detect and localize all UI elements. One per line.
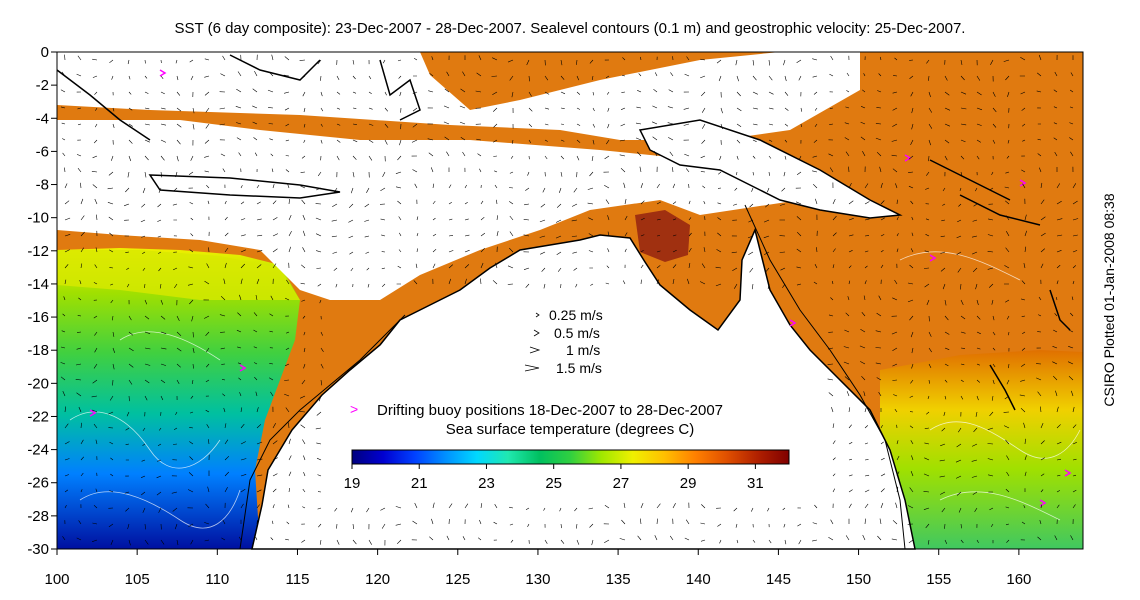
australia-landmass xyxy=(251,227,916,550)
solomon-islands xyxy=(929,159,1041,226)
buoy-legend-marker: > xyxy=(350,401,358,417)
map-title: SST (6 day composite): 23-Dec-2007 - 28-… xyxy=(174,20,966,37)
y-tick-label: -12 xyxy=(27,243,49,260)
velocity-key-label: 0.5 m/s xyxy=(554,325,600,341)
colorbar-tick-label: 29 xyxy=(680,475,697,492)
y-axis: 0 -2 -4 -6 -8 -10 -12 -14 -16 -18 -20 -22 -24 -26 -28 -… xyxy=(27,44,57,558)
x-tick-label: 140 xyxy=(686,571,711,588)
new-caledonia xyxy=(989,364,1016,411)
colorbar-tick-label: 31 xyxy=(747,475,764,492)
velocity-key-label: 1.5 m/s xyxy=(556,360,602,376)
y-tick-label: -6 xyxy=(36,143,49,160)
x-tick-label: 160 xyxy=(1006,571,1031,588)
velocity-key-arrows xyxy=(524,312,541,372)
sst-west-band xyxy=(57,250,300,300)
java-island xyxy=(148,174,341,199)
x-tick-label: 120 xyxy=(365,571,390,588)
y-tick-label: -10 xyxy=(27,210,49,227)
x-tick-label: 110 xyxy=(205,571,229,588)
x-tick-label: 105 xyxy=(125,571,150,588)
map-frame xyxy=(56,51,1084,550)
colorbar-tick-label: 19 xyxy=(344,475,361,492)
colorbar: Sea surface temperature (degrees C) 19 21… xyxy=(344,421,790,492)
colorbar-title: Sea surface temperature (degrees C) xyxy=(446,421,694,438)
y-tick-label: 0 xyxy=(41,44,49,61)
x-tick-label: 145 xyxy=(766,571,791,588)
sst-west-region xyxy=(57,248,300,549)
y-tick-label: -8 xyxy=(36,177,49,194)
y-tick-label: -14 xyxy=(27,276,49,293)
x-tick-label: 150 xyxy=(846,571,871,588)
cloud-masked-north xyxy=(57,52,860,140)
sst-southeast-region xyxy=(880,350,1083,549)
colorbar-tick-label: 23 xyxy=(478,475,495,492)
new-guinea-landmass xyxy=(638,119,903,219)
x-tick-label: 100 xyxy=(44,571,69,588)
colorbar-tick-label: 21 xyxy=(411,475,428,492)
buoy-legend-label: Drifting buoy positions 18-Dec-2007 to 2… xyxy=(377,402,723,419)
y-tick-label: -2 xyxy=(36,77,49,94)
colorbar-ticks: 19 21 23 25 27 29 31 xyxy=(344,464,764,492)
velocity-key-label: 0.25 m/s xyxy=(549,307,603,323)
geostrophic-velocity-field xyxy=(60,54,1079,546)
x-axis: 100 105 110 115 120 125 130 135 140 145 150 155 160 xyxy=(44,549,1031,588)
sulawesi-coast xyxy=(379,59,421,121)
y-tick-label: -18 xyxy=(27,342,49,359)
y-tick-label: -16 xyxy=(27,309,49,326)
y-tick-label: -30 xyxy=(27,541,49,558)
y-tick-label: -4 xyxy=(36,110,49,127)
colorbar-tick-label: 27 xyxy=(613,475,630,492)
sealevel-contours xyxy=(69,251,1081,529)
velocity-key-label: 1 m/s xyxy=(566,342,600,358)
sumatra-coast xyxy=(56,69,151,141)
x-tick-label: 135 xyxy=(606,571,631,588)
y-tick-label: -28 xyxy=(27,508,49,525)
y-tick-label: -26 xyxy=(27,475,49,492)
gulf-hot-region xyxy=(635,210,690,262)
colorbar-tick-label: 25 xyxy=(545,475,562,492)
x-tick-label: 155 xyxy=(926,571,951,588)
y-tick-label: -24 xyxy=(27,442,49,459)
colorbar-scale xyxy=(351,449,790,465)
buoy-positions xyxy=(89,69,1072,507)
borneo-coast xyxy=(229,54,321,81)
y-tick-label: -20 xyxy=(27,375,49,392)
vanuatu-islands xyxy=(1049,289,1071,331)
map-plot-area xyxy=(56,51,1084,550)
x-tick-label: 130 xyxy=(525,571,550,588)
cloud-masked-area xyxy=(57,120,800,300)
buoy-legend: > Drifting buoy positions 18-Dec-2007 to… xyxy=(350,401,723,419)
x-tick-label: 115 xyxy=(286,571,310,588)
velocity-arrows xyxy=(60,54,1079,546)
y-tick-label: -22 xyxy=(27,408,49,425)
x-tick-label: 125 xyxy=(445,571,470,588)
velocity-key: 0.25 m/s 0.5 m/s 1 m/s 1.5 m/s xyxy=(524,307,603,376)
